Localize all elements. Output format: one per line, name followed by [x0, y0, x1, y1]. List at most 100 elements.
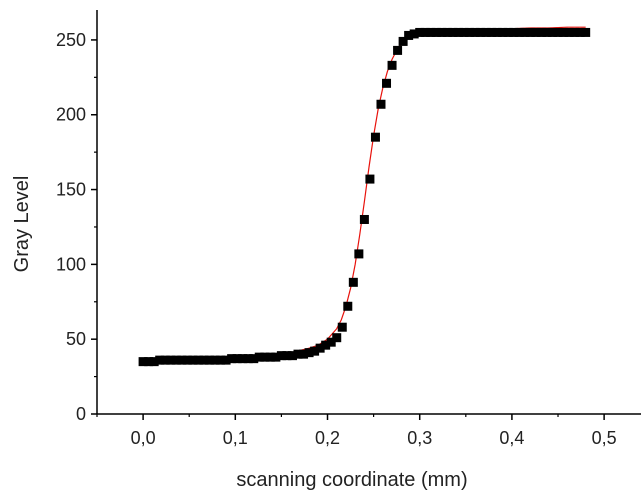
data-point — [459, 27, 469, 37]
data-point — [520, 27, 530, 37]
data-point — [470, 27, 480, 37]
data-point — [315, 343, 325, 353]
x-axis-title: scanning coordinate (mm) — [236, 469, 467, 491]
x-tick-label: 0,0 — [131, 428, 156, 448]
data-point — [160, 355, 170, 365]
data-point — [243, 354, 253, 364]
data-point — [155, 355, 165, 365]
data-point — [547, 27, 557, 37]
data-point — [442, 27, 452, 37]
data-point — [232, 354, 242, 364]
data-point — [465, 27, 474, 37]
data-point — [260, 352, 270, 362]
data-point — [370, 132, 380, 142]
data-point — [487, 27, 497, 37]
data-point — [177, 355, 187, 365]
data-point — [514, 27, 524, 37]
data-point — [503, 27, 513, 37]
data-point — [265, 352, 275, 362]
data-point — [171, 355, 181, 365]
data-point — [453, 27, 463, 37]
data-point — [204, 355, 214, 365]
y-tick-label: 0 — [76, 404, 86, 424]
data-point — [276, 351, 286, 361]
data-point — [481, 27, 491, 37]
data-point — [293, 349, 303, 359]
data-point — [415, 27, 425, 37]
y-tick-label: 100 — [56, 254, 86, 274]
data-point — [310, 346, 320, 356]
data-point — [359, 214, 369, 224]
data-point — [221, 355, 231, 365]
y-axis-title: Gray Level — [11, 176, 33, 273]
data-point — [271, 352, 281, 362]
data-point — [575, 27, 585, 37]
data-point — [337, 322, 347, 332]
data-point — [304, 348, 314, 358]
data-point — [299, 349, 309, 359]
data-point — [509, 27, 519, 37]
data-point — [437, 27, 447, 37]
data-point — [144, 357, 154, 367]
data-point — [188, 355, 198, 365]
data-point — [570, 27, 580, 37]
data-point — [426, 27, 436, 37]
data-point — [542, 27, 552, 37]
data-point — [287, 351, 297, 361]
data-point — [398, 36, 408, 46]
data-point — [354, 249, 364, 259]
data-point — [149, 357, 159, 367]
y-tick-label: 250 — [56, 30, 86, 50]
data-point — [525, 27, 535, 37]
data-point — [404, 30, 414, 40]
y-tick-label: 200 — [56, 105, 86, 125]
data-point — [559, 27, 569, 37]
data-point — [238, 354, 248, 364]
data-point — [166, 355, 176, 365]
x-tick-label: 0,5 — [592, 428, 617, 448]
x-tick-label: 0,2 — [315, 428, 340, 448]
data-point — [282, 351, 292, 361]
data-point — [387, 60, 397, 70]
x-ticks: 0,0 0,1 0,2 0,3 0,4 0,5 — [96, 414, 617, 448]
data-point — [476, 27, 486, 37]
data-points-layer — [138, 27, 591, 367]
data-point — [216, 355, 226, 365]
data-point — [420, 27, 430, 37]
data-point — [343, 301, 353, 311]
data-point — [254, 352, 264, 362]
data-point — [448, 27, 458, 37]
data-point — [431, 27, 441, 37]
data-point — [393, 45, 403, 55]
x-tick-label: 0,1 — [223, 428, 248, 448]
data-point — [564, 27, 574, 37]
data-point — [227, 354, 237, 364]
data-point — [326, 337, 336, 347]
y-tick-label: 50 — [66, 329, 86, 349]
y-tick-label: 150 — [56, 180, 86, 200]
data-point — [138, 357, 148, 367]
data-point — [348, 277, 358, 287]
x-tick-label: 0,3 — [407, 428, 432, 448]
data-point — [182, 355, 192, 365]
data-point — [498, 27, 508, 37]
data-point — [193, 355, 203, 365]
data-point — [210, 355, 220, 365]
data-point — [365, 174, 375, 184]
x-tick-label: 0,4 — [499, 428, 524, 448]
data-point — [492, 27, 502, 37]
data-point — [199, 355, 209, 365]
data-point — [332, 333, 342, 343]
data-point — [536, 27, 546, 37]
data-point — [382, 78, 392, 88]
data-point — [531, 27, 541, 37]
data-point — [249, 354, 259, 364]
y-ticks: 0 50 100 150 200 250 — [56, 30, 97, 424]
data-point — [409, 29, 419, 39]
data-point — [553, 27, 563, 37]
data-point — [376, 99, 386, 109]
data-point — [581, 27, 591, 37]
data-point — [321, 340, 331, 350]
